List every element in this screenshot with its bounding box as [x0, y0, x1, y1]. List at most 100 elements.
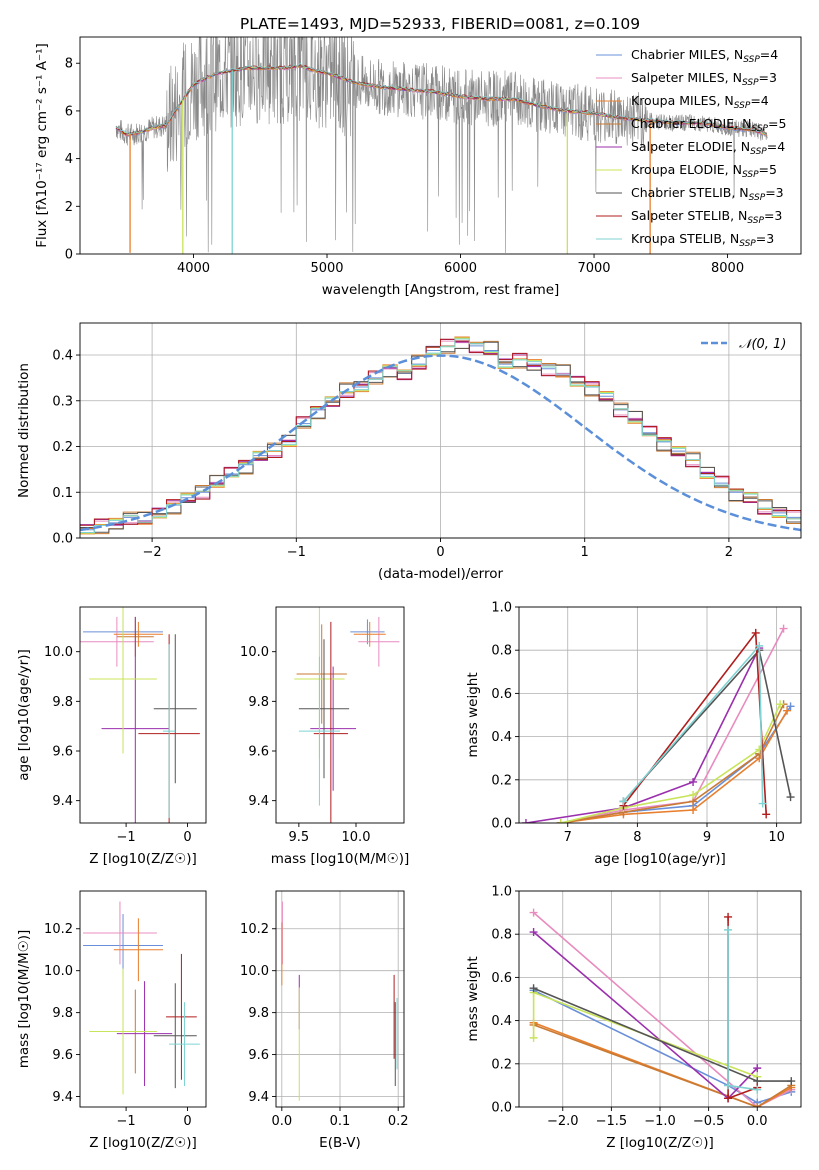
y-tick-label: 0.2	[491, 773, 512, 788]
x-tick-label: −1.0	[644, 1114, 676, 1129]
series-marker	[529, 1033, 538, 1042]
series-marker	[724, 1081, 733, 1090]
x-tick-label: 1	[581, 545, 589, 560]
y-axis-label: Normed distribution	[16, 363, 32, 498]
y-tick-label: 0.3	[52, 394, 73, 409]
axes-frame	[79, 36, 802, 255]
legend-subscript: SSP	[734, 101, 751, 111]
histogram-step	[80, 338, 801, 526]
histogram-step	[80, 338, 801, 533]
x-tick-label: 9.5	[289, 830, 310, 845]
chart-1: Chabrier MILES, NSSP=4 Salpeter MILES, NS…	[34, 36, 802, 298]
y-tick-label: 9.4	[52, 1090, 73, 1105]
x-tick-label: 5000	[310, 261, 343, 276]
legend-subscript: SSP	[751, 124, 768, 134]
x-axis-label: mass [log10(M/M☉)]	[271, 851, 410, 867]
plot-area	[281, 901, 398, 1101]
x-tick-label: 7	[564, 830, 572, 845]
x-axis-label: Z [log10(Z/Z☉)]	[89, 851, 197, 867]
y-tick-label: 0.0	[491, 1101, 512, 1116]
plots: Chabrier MILES, NSSP=4 Salpeter MILES, NS…	[16, 36, 802, 1151]
y-tick-label: 0.8	[491, 644, 512, 659]
legend-suffix: =3	[764, 208, 782, 223]
legend-suffix: =3	[756, 231, 774, 246]
legend-subscript: SSP	[739, 239, 756, 249]
series-marker	[786, 793, 795, 802]
chart-8: −2.0 −1.5 −1.0 −0.5 0.0 0.0 0.2 0.4 0.6 0.8 1.0 Z […	[465, 885, 802, 1151]
y-tick-label: 9.8	[248, 1006, 269, 1021]
x-tick-label: 8	[633, 830, 641, 845]
series-marker	[783, 706, 792, 715]
series-marker	[689, 790, 698, 799]
series-line	[533, 931, 758, 1100]
histogram-step	[80, 340, 801, 535]
x-tick-label: −1	[287, 545, 306, 560]
x-tick-label: 7000	[577, 261, 610, 276]
y-tick-label: 0.8	[491, 928, 512, 943]
legend-label: Chabrier MILES, NSSP=4	[631, 47, 778, 65]
legend-subscript: SSP	[742, 78, 759, 88]
y-tick-label: 1.0	[491, 885, 512, 900]
chart-4: 9.5 10.0 9.4 9.6 9.8 10.0 mass [log10(M/M☉)]	[240, 606, 410, 867]
axes-frame	[275, 606, 405, 824]
series-line	[560, 705, 792, 823]
series-marker	[786, 702, 795, 711]
series-marker	[521, 819, 530, 823]
y-tick-label: 0.2	[52, 440, 73, 455]
chart-3: −1 0 9.4 9.6 9.8 10.0 Z [log10(Z/Z☉)] age [log1…	[16, 606, 207, 867]
histogram-step	[80, 341, 801, 533]
y-tick-label: 2	[65, 200, 73, 215]
series-line	[560, 628, 785, 823]
x-tick-label: 4000	[177, 261, 210, 276]
x-tick-label: 0	[183, 1114, 191, 1129]
legend-label: Salpeter MILES, NSSP=3	[631, 70, 777, 88]
x-tick-label: 2	[725, 545, 733, 560]
axes-frame	[518, 606, 802, 824]
series-marker	[758, 799, 767, 808]
y-tick-label: 9.6	[52, 1048, 73, 1063]
y-tick-label: 8	[65, 57, 73, 72]
legend-suffix: =5	[768, 116, 786, 131]
series-marker	[753, 1103, 762, 1107]
series-line	[533, 1024, 792, 1107]
chart-5: 7 8 9 10 0.0 0.2 0.4 0.6 0.8 1.0 age [log10(age/yr…	[465, 601, 802, 867]
y-tick-label: 0.1	[52, 486, 73, 501]
y-tick-label: 10.2	[44, 922, 73, 937]
legend-label: Salpeter ELODIE, NSSP=4	[631, 139, 785, 157]
y-tick-label: 9.4	[52, 794, 73, 809]
y-tick-label: 0.0	[52, 532, 73, 547]
histogram-step	[80, 337, 801, 534]
legend-label: Chabrier ELODIE, NSSP=5	[631, 116, 786, 134]
series-marker	[753, 1064, 762, 1073]
plot-area	[83, 901, 200, 1095]
y-tick-label: 6	[65, 104, 73, 119]
y-axis-label: mass [log10(M/M☉)]	[16, 930, 32, 1069]
histogram-step	[80, 340, 801, 526]
y-axis-label: mass weight	[465, 672, 481, 757]
series-marker	[724, 1094, 733, 1103]
figure-title: PLATE=1493, MJD=52933, FIBERID=0081, z=0…	[240, 15, 640, 33]
y-tick-label: 4	[65, 152, 73, 167]
legend-suffix: =4	[750, 93, 768, 108]
x-axis-label: age [log10(age/yr)]	[594, 851, 726, 867]
y-tick-label: 9.4	[248, 1090, 269, 1105]
series-line	[560, 703, 785, 823]
axes-frame	[79, 890, 207, 1108]
chart-7: 0.0 0.1 0.2 9.4 9.6 9.8 10.0 10.2 E(B-V)	[240, 890, 409, 1151]
y-tick-label: 0.6	[491, 687, 512, 702]
axes-frame	[79, 606, 207, 824]
plot-area	[529, 908, 796, 1107]
y-tick-label: 9.6	[248, 1048, 269, 1063]
y-tick-label: 0.6	[491, 971, 512, 986]
legend-subscript: SSP	[750, 147, 767, 157]
series-marker	[753, 1085, 762, 1094]
x-axis-label: wavelength [Angstrom, rest frame]	[322, 282, 560, 298]
series-marker	[619, 797, 628, 806]
series-marker	[762, 810, 771, 819]
x-tick-label: −2	[143, 545, 162, 560]
y-tick-label: 1.0	[491, 601, 512, 616]
x-tick-label: −1	[117, 1114, 136, 1129]
plot-area	[80, 607, 200, 823]
x-tick-label: 6000	[444, 261, 477, 276]
